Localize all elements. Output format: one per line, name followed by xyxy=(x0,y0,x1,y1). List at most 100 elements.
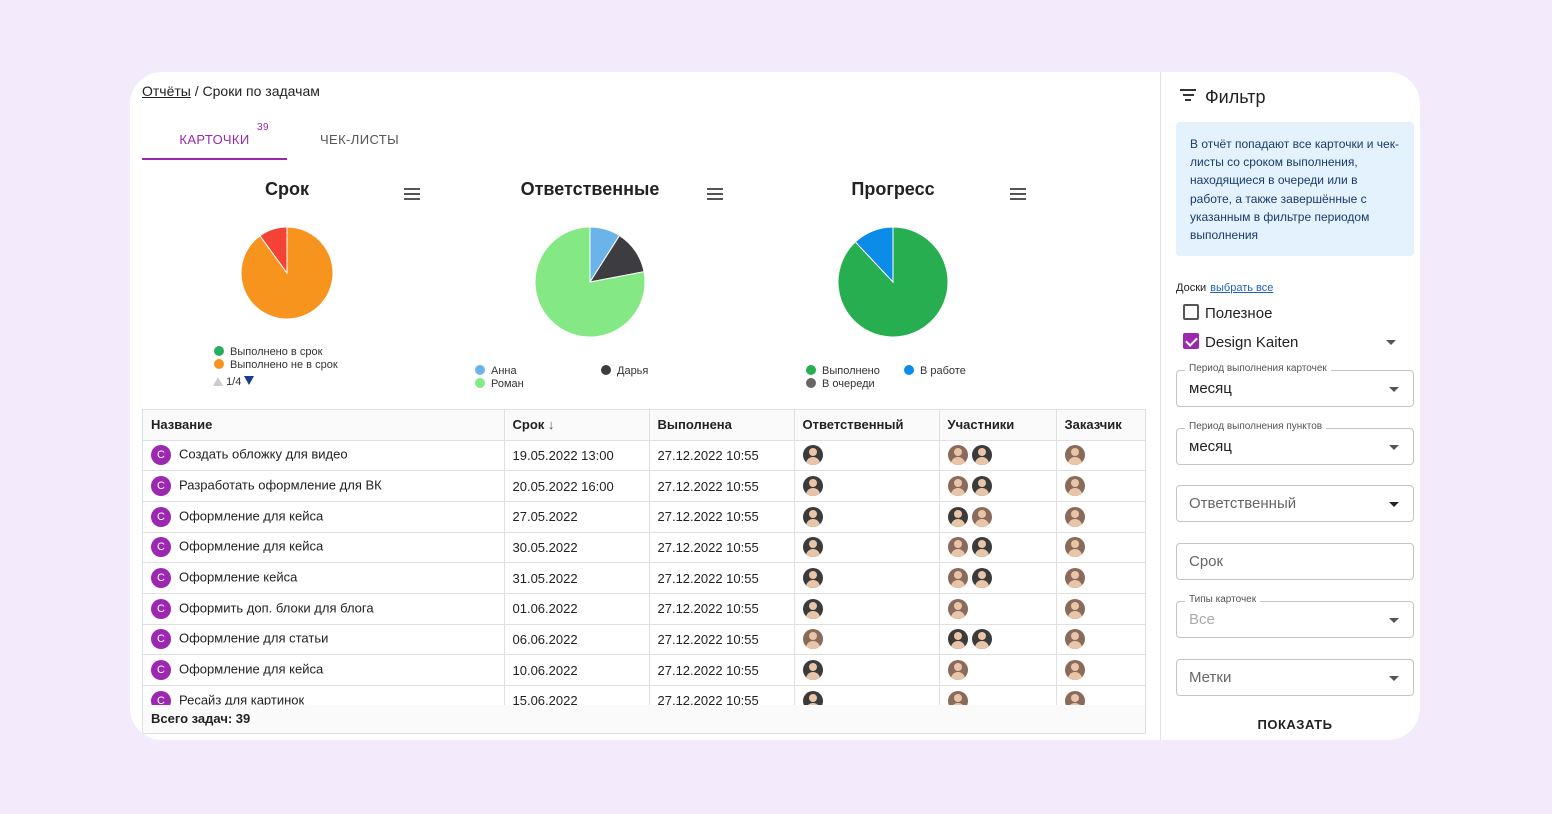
tab-cards-label: КАРТОЧКИ xyxy=(179,132,250,147)
avatar[interactable] xyxy=(947,506,968,527)
cell-members xyxy=(939,562,1057,594)
avatar[interactable] xyxy=(971,476,992,497)
chart-due: Срок Выполнено в срок Выполнено не в сро… xyxy=(142,176,432,401)
select-all-link[interactable]: выбрать все xyxy=(1210,282,1274,294)
checkbox-checked-icon[interactable] xyxy=(1183,333,1199,349)
card-period-select[interactable]: Период выполнения карточек месяц xyxy=(1176,363,1414,407)
legend-item[interactable]: Выполнено в срок xyxy=(214,346,322,358)
task-title: Оформление для кейса xyxy=(179,538,324,554)
card-types-select[interactable]: Типы карточек Все xyxy=(1176,594,1414,638)
filter-icon[interactable] xyxy=(1179,86,1197,101)
avatar[interactable] xyxy=(802,537,823,558)
avatar[interactable] xyxy=(1064,537,1085,558)
cell-name[interactable]: С Оформление кейса xyxy=(143,562,505,594)
avatar[interactable] xyxy=(971,629,992,650)
checkbox-icon[interactable] xyxy=(1183,304,1199,320)
avatar[interactable] xyxy=(802,476,823,497)
col-header-name[interactable]: Название xyxy=(143,410,505,441)
due-input[interactable]: Срок xyxy=(1176,543,1414,580)
item-period-label: Период выполнения пунктов xyxy=(1185,421,1327,432)
avatar[interactable] xyxy=(1064,598,1085,619)
cell-name[interactable]: С Оформление для статьи xyxy=(143,624,505,656)
pie-slice[interactable] xyxy=(534,226,646,338)
table-row[interactable]: С Оформление для кейса 10.06.2022 27.12.202… xyxy=(143,654,1145,686)
avatar[interactable] xyxy=(802,598,823,619)
avatar[interactable] xyxy=(947,445,968,466)
legend-dot xyxy=(214,359,224,369)
breadcrumb-reports-link[interactable]: Отчёты xyxy=(142,83,191,99)
avatar[interactable] xyxy=(971,537,992,558)
item-period-select[interactable]: Период выполнения пунктов месяц xyxy=(1176,421,1414,465)
avatar[interactable] xyxy=(947,476,968,497)
chart-due-menu-icon[interactable] xyxy=(404,188,420,202)
avatar[interactable] xyxy=(802,629,823,650)
table-row[interactable]: С Оформить доп. блоки для блога 01.06.2022… xyxy=(143,593,1145,625)
avatar[interactable] xyxy=(1064,568,1085,589)
legend-item[interactable]: В работе xyxy=(904,365,966,377)
legend-item[interactable]: Анна xyxy=(475,365,517,377)
cell-name[interactable]: С Оформление для кейса xyxy=(143,532,505,564)
board-checkbox-design-kaiten[interactable]: Design Kaiten xyxy=(1183,333,1298,351)
pie-slice[interactable] xyxy=(854,226,894,284)
col-header-client[interactable]: Заказчик xyxy=(1056,410,1145,441)
avatar[interactable] xyxy=(802,445,823,466)
legend-item[interactable]: Роман xyxy=(475,378,524,390)
legend-item[interactable]: В очереди xyxy=(806,378,875,390)
cell-client xyxy=(1056,470,1145,502)
tags-select[interactable]: Метки xyxy=(1176,659,1414,696)
col-header-responsible[interactable]: Ответственный xyxy=(794,410,940,441)
responsible-select[interactable]: Ответственный xyxy=(1176,485,1414,522)
cell-name[interactable]: С Оформление для кейса xyxy=(143,654,505,686)
avatar[interactable] xyxy=(947,598,968,619)
tab-checklists-label: ЧЕК-ЛИСТЫ xyxy=(319,132,400,147)
avatar[interactable] xyxy=(971,445,992,466)
cell-due: 27.05.2022 xyxy=(504,501,650,533)
table-row[interactable]: С Создать обложку для видео 19.05.2022 13:… xyxy=(143,440,1145,472)
show-button[interactable]: ПОКАЗАТЬ xyxy=(1257,717,1333,732)
col-header-due[interactable]: Срок ↓ xyxy=(504,410,650,441)
avatar[interactable] xyxy=(947,660,968,681)
avatar[interactable] xyxy=(947,568,968,589)
tab-checklists[interactable]: ЧЕК-ЛИСТЫ xyxy=(287,120,432,160)
avatar[interactable] xyxy=(802,660,823,681)
avatar[interactable] xyxy=(971,568,992,589)
avatar[interactable] xyxy=(947,537,968,558)
avatar[interactable] xyxy=(802,568,823,589)
board-checkbox-useful[interactable]: Полезное xyxy=(1183,304,1272,322)
avatar[interactable] xyxy=(1064,476,1085,497)
cell-name[interactable]: С Оформление для кейса xyxy=(143,501,505,533)
cell-name[interactable]: С Разработать оформление для ВК xyxy=(143,470,505,502)
table-row[interactable]: С Оформление кейса 31.05.2022 27.12.2022 10… xyxy=(143,562,1145,594)
legend-item[interactable]: Дарья xyxy=(601,365,648,377)
cell-done: 27.12.2022 10:55 xyxy=(649,562,795,594)
table-row[interactable]: С Оформление для кейса 27.05.2022 27.12.202… xyxy=(143,501,1145,533)
table-row[interactable]: С Оформление для статьи 06.06.2022 27.12.20… xyxy=(143,624,1145,656)
tab-cards[interactable]: КАРТОЧКИ 39 xyxy=(142,120,287,160)
task-title: Оформление кейса xyxy=(179,569,298,585)
legend-item[interactable]: Выполнено не в срок xyxy=(214,359,338,371)
boards-expand-icon[interactable] xyxy=(1386,340,1396,345)
cell-name[interactable]: С Создать обложку для видео xyxy=(143,440,505,472)
legend-dot xyxy=(214,346,224,356)
avatar[interactable] xyxy=(971,506,992,527)
table-row[interactable]: С Оформление для кейса 30.05.2022 27.12.202… xyxy=(143,532,1145,564)
cell-responsible xyxy=(794,501,940,533)
avatar[interactable] xyxy=(802,506,823,527)
pager-up-icon[interactable] xyxy=(213,377,223,386)
col-header-done[interactable]: Выполнена xyxy=(649,410,795,441)
chart-progress-menu-icon[interactable] xyxy=(1010,188,1026,202)
legend-item[interactable]: Выполнено xyxy=(806,365,880,377)
legend-label: Роман xyxy=(491,378,524,390)
pager-down-icon[interactable] xyxy=(244,376,255,385)
avatar[interactable] xyxy=(1064,445,1085,466)
cell-name[interactable]: С Оформить доп. блоки для блога xyxy=(143,593,505,625)
avatar[interactable] xyxy=(1064,629,1085,650)
avatar[interactable] xyxy=(1064,660,1085,681)
chart-responsible-menu-icon[interactable] xyxy=(707,188,723,202)
pie-slice[interactable] xyxy=(259,226,288,275)
table-row[interactable]: С Разработать оформление для ВК 20.05.2022… xyxy=(143,470,1145,502)
avatar[interactable] xyxy=(1064,506,1085,527)
col-header-members[interactable]: Участники xyxy=(939,410,1057,441)
avatar[interactable] xyxy=(947,629,968,650)
task-title: Оформление для кейса xyxy=(179,508,324,524)
